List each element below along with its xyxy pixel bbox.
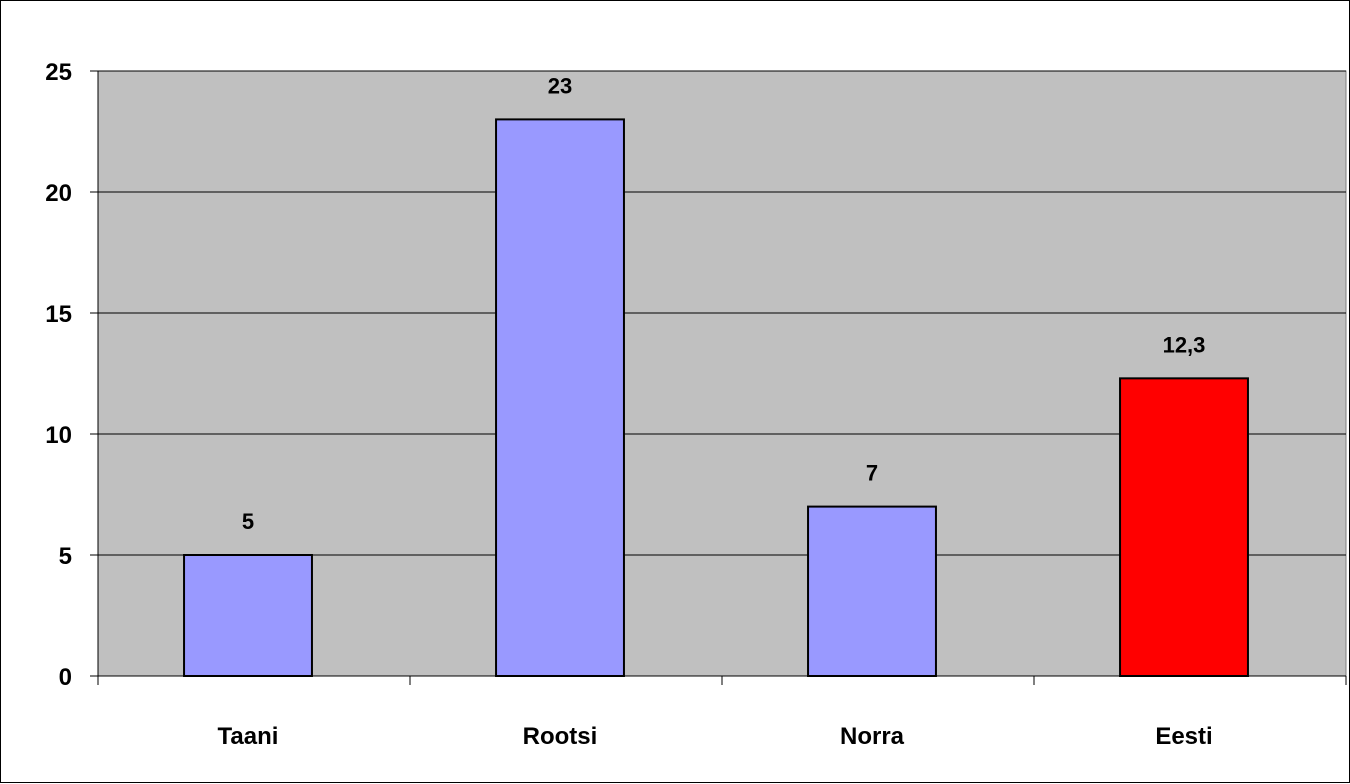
data-label: 7: [866, 461, 878, 486]
x-tick-label: Norra: [840, 723, 905, 750]
y-tick-label: 0: [59, 664, 72, 691]
bars: [183, 118, 1249, 677]
bar-norra: [807, 505, 937, 677]
bar-eesti: [1119, 377, 1249, 677]
y-tick-label: 25: [45, 59, 72, 86]
data-label: 23: [548, 73, 572, 98]
bar-rootsi: [495, 118, 625, 677]
y-tick-label: 15: [45, 301, 72, 328]
data-labels: 5 23 7 12,3: [242, 73, 1206, 534]
x-tick-label: Eesti: [1155, 723, 1212, 750]
y-axis: 0 5 10 15 20 25: [45, 59, 99, 691]
y-tick-label: 10: [45, 422, 72, 449]
data-label: 12,3: [1163, 332, 1206, 357]
y-tick-label: 5: [59, 543, 72, 570]
bar-taani: [183, 554, 313, 677]
x-tick-label: Taani: [218, 723, 279, 750]
x-tick-label: Rootsi: [523, 723, 598, 750]
data-label: 5: [242, 509, 254, 534]
x-axis: Taani Rootsi Norra Eesti: [97, 675, 1347, 750]
y-tick-label: 20: [45, 180, 72, 207]
